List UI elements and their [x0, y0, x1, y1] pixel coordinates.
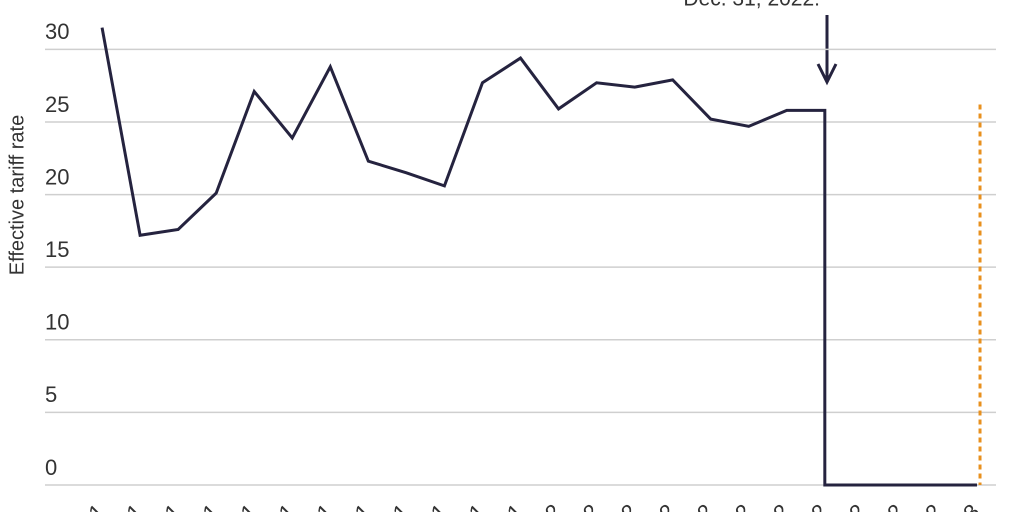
x-tick-label: 21 — [265, 499, 300, 512]
x-tick-label: 23 — [950, 499, 985, 512]
x-tick-label: 21 — [341, 499, 376, 512]
y-tick-label: 25 — [45, 92, 69, 117]
y-tick-label: 15 — [45, 237, 69, 262]
x-tick-label: 22 — [531, 499, 566, 512]
x-tick-label: 22 — [721, 499, 756, 512]
x-tick-label: 22 — [607, 499, 642, 512]
x-tick-label: 21 — [379, 499, 414, 512]
y-tick-label: 10 — [45, 310, 69, 335]
series-line — [100, 27, 977, 487]
x-tick-label: 22 — [836, 499, 871, 512]
y-tick-label: 0 — [45, 455, 57, 480]
x-tick-label: 21 — [151, 499, 186, 512]
x-tick-label: 21 — [75, 499, 110, 512]
x-tick-label: 21 — [113, 499, 148, 512]
x-tick-label: 22 — [912, 499, 947, 512]
y-tick-label: 5 — [45, 382, 57, 407]
x-tick-label: 21 — [227, 499, 262, 512]
x-tick-label: 21 — [493, 499, 528, 512]
annotation: Dec. 31, 2022: — [683, 0, 820, 11]
x-tick-label: 21 — [417, 499, 452, 512]
x-tick-label: 22 — [683, 499, 718, 512]
y-tick-label: 30 — [45, 19, 69, 44]
y-tick-label: 20 — [45, 164, 69, 189]
x-tick-label: 22 — [569, 499, 604, 512]
x-tick-label: 22 — [874, 499, 909, 512]
x-tick-label: 22 — [759, 499, 794, 512]
x-tick-label: 21 — [455, 499, 490, 512]
x-tick-label: 21 — [303, 499, 338, 512]
annotation-arrow — [816, 15, 838, 86]
x-tick-label: 21 — [189, 499, 224, 512]
y-axis-label: Effective tariff rate — [6, 115, 28, 275]
x-tick-label: 22 — [797, 499, 832, 512]
x-tick-label: 22 — [645, 499, 680, 512]
